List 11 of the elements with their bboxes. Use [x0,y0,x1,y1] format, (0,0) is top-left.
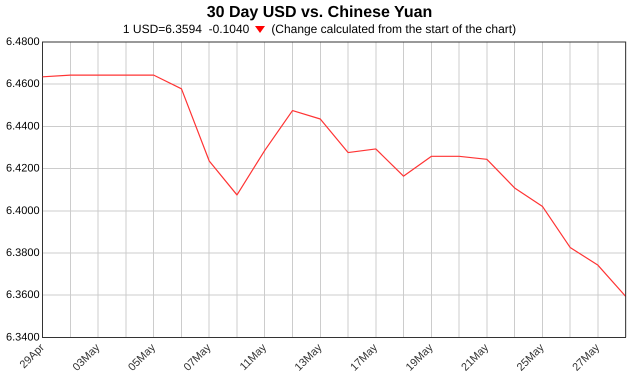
y-tick-label: 6.4200 [6,162,40,175]
y-tick-label: 6.4400 [6,120,40,132]
y-tick-label: 6.4800 [6,36,40,48]
y-tick-label: 6.4000 [6,204,40,217]
chart-title: 30 Day USD vs. Chinese Yuan [206,4,434,22]
y-tick-label: 6.3400 [6,331,40,344]
y-tick-label: 6.4600 [6,78,40,90]
text: (Change calculated from the start of the chart) [271,22,516,36]
y-tick-label: 6.3600 [6,289,40,302]
chart-subtitle: 1 USD=6.3594 -0.1040 [122,22,250,36]
y-tick-label: 6.3800 [6,246,40,259]
